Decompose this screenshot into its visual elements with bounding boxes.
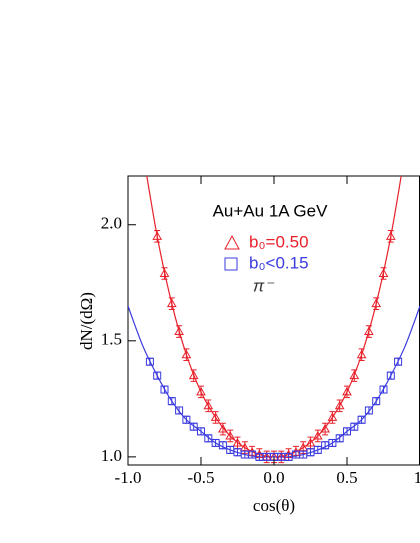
point [225, 430, 236, 440]
y-tick-label: 1.0 [101, 446, 122, 465]
point [313, 445, 322, 454]
point [218, 424, 228, 433]
point [378, 268, 389, 277]
point [327, 412, 338, 421]
fit-curve [146, 176, 402, 458]
legend-marker [224, 257, 238, 271]
point [385, 231, 396, 240]
point [328, 438, 337, 447]
point [167, 397, 176, 406]
error-bar [329, 438, 336, 447]
error-bar [395, 357, 402, 366]
point [159, 268, 170, 277]
legend-marker [224, 234, 240, 250]
point [357, 415, 366, 424]
y-tick-label: 2.0 [101, 214, 122, 233]
point [305, 437, 316, 447]
legend-label: b₀=0.50 [249, 232, 309, 251]
point [343, 427, 351, 436]
point [218, 441, 227, 450]
point [372, 397, 381, 406]
annotation: π⁻ [253, 276, 275, 295]
point [166, 298, 177, 308]
point [188, 370, 199, 380]
point [364, 326, 374, 336]
point [379, 385, 388, 394]
point [203, 400, 214, 410]
point [342, 386, 352, 396]
point [196, 386, 206, 396]
point [349, 370, 360, 380]
point [394, 357, 403, 366]
point [160, 385, 169, 394]
point [210, 412, 221, 421]
error-bar [146, 357, 153, 366]
y-axis-title: dN/(dΩ) [77, 292, 96, 350]
point [197, 427, 205, 436]
x-tick-label: -0.5 [188, 468, 215, 487]
error-bar [154, 371, 161, 380]
point [181, 349, 192, 359]
marks [145, 230, 403, 464]
point [232, 437, 243, 447]
y-tick-label: 1.5 [101, 330, 122, 349]
legend-label: b₀<0.15 [249, 253, 309, 272]
point [335, 434, 344, 443]
error-bar [212, 438, 219, 447]
x-tick-label: -1.0 [115, 468, 142, 487]
point [175, 406, 184, 415]
point [371, 298, 382, 308]
error-bar [314, 445, 321, 454]
point [182, 415, 191, 424]
x-tick-label: 0.5 [336, 468, 357, 487]
point [174, 326, 184, 336]
fit-curve [128, 305, 420, 458]
point [189, 422, 198, 431]
point [386, 371, 395, 380]
point [334, 400, 345, 410]
point [350, 422, 359, 431]
x-tick-label: 1. [414, 468, 420, 487]
chart-title: Au+Au 1A GeV [213, 201, 328, 220]
point [356, 349, 367, 359]
point [312, 430, 323, 440]
point [204, 434, 213, 443]
x-axis-title: cos(θ) [253, 496, 295, 515]
x-tick-label: 0.0 [263, 468, 284, 487]
error-bar [227, 445, 234, 454]
point [153, 371, 162, 380]
point [320, 424, 330, 433]
point [145, 357, 154, 366]
point [364, 406, 373, 415]
error-bar [387, 371, 394, 380]
point [152, 231, 163, 240]
